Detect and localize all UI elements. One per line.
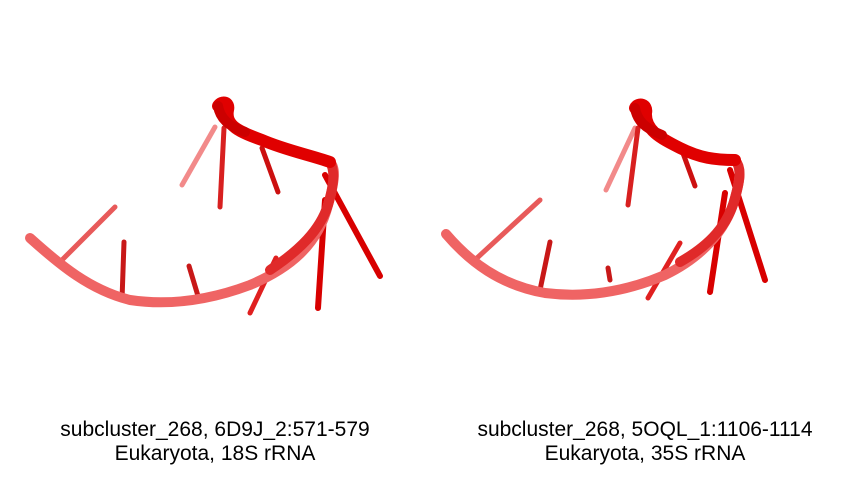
rna-structure-3d-render: [25, 96, 383, 316]
caption-taxonomy: Eukaryota, 18S rRNA: [114, 442, 316, 465]
rna-structure-3d-render: [441, 98, 768, 301]
nucleotide-bases: [57, 124, 383, 316]
caption-subcluster-id: subcluster_268, 5OQL_1:1106-1114: [477, 418, 813, 441]
phosphate-backbone: [25, 96, 339, 308]
caption-taxonomy: Eukaryota, 35S rRNA: [544, 442, 746, 465]
structure-caption-left: subcluster_268, 6D9J_2:571-579 Eukaryota…: [0, 418, 430, 466]
structure-panel-right: subcluster_268, 5OQL_1:1106-1114 Eukaryo…: [430, 0, 860, 480]
structure-caption-right: subcluster_268, 5OQL_1:1106-1114 Eukaryo…: [430, 418, 860, 466]
structure-panel-left: subcluster_268, 6D9J_2:571-579 Eukaryota…: [0, 96, 430, 466]
caption-subcluster-id: subcluster_268, 6D9J_2:571-579: [60, 418, 370, 441]
nucleotide-bases: [474, 125, 768, 301]
phosphate-backbone: [441, 98, 745, 300]
